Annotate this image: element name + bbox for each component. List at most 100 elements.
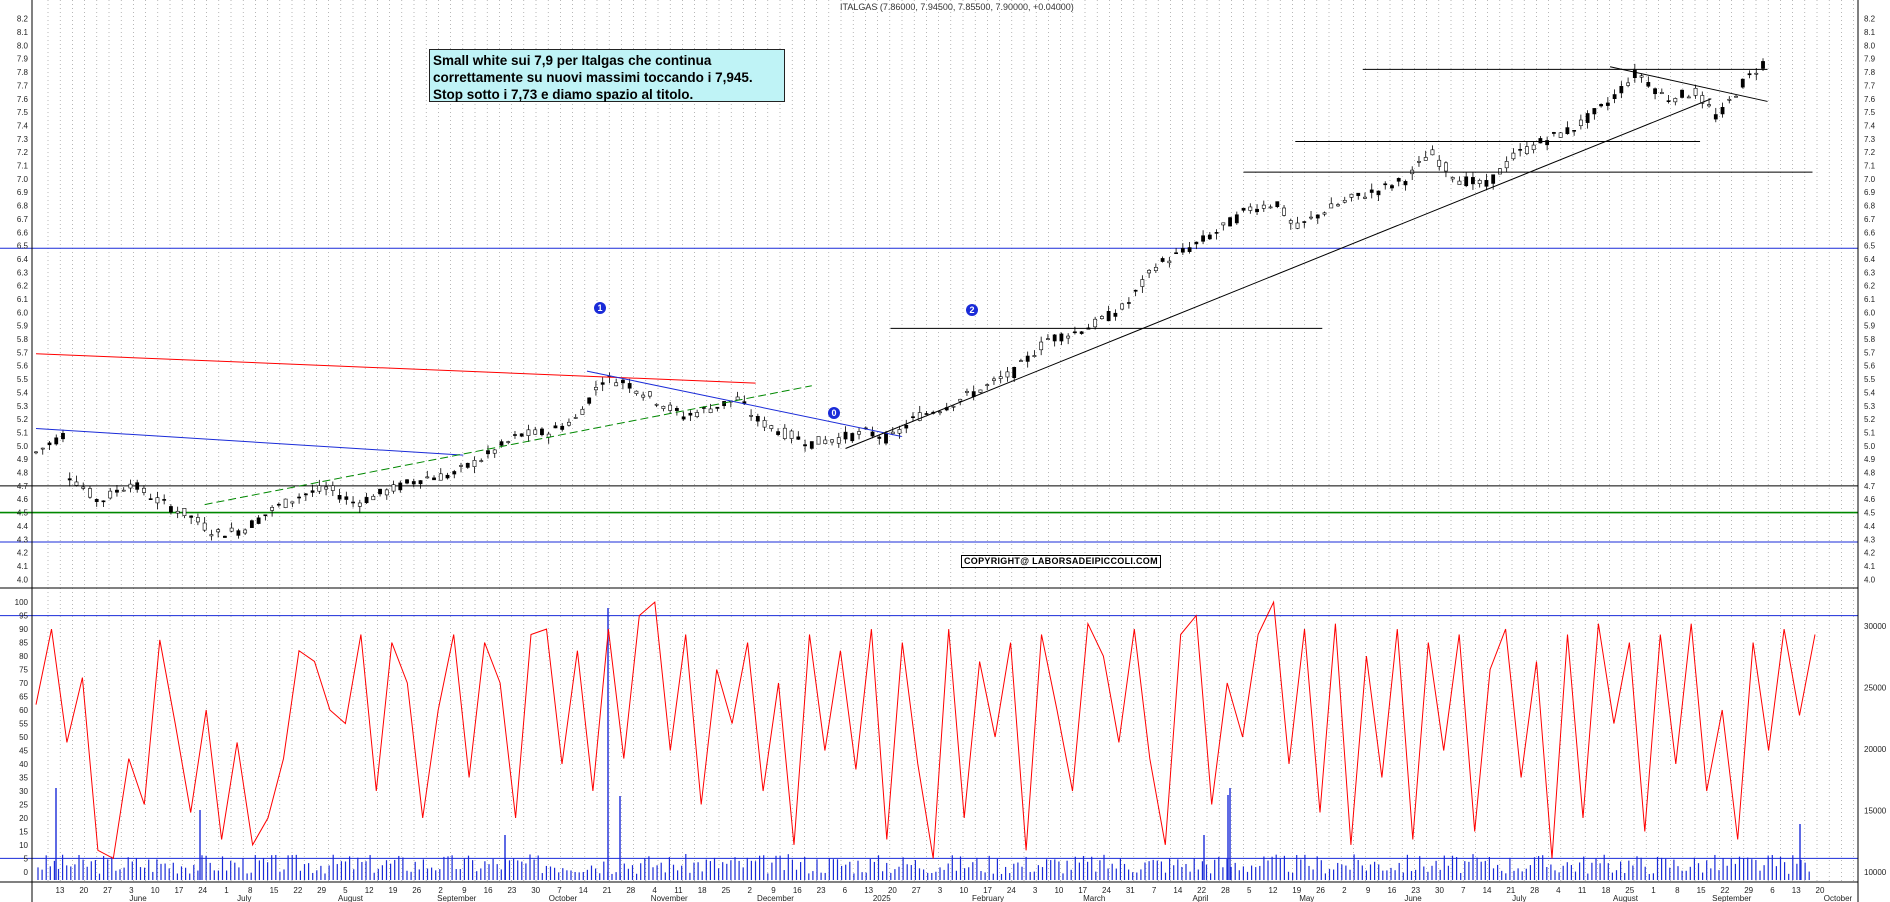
x-day-tick: 23 (817, 886, 826, 895)
candle-body (647, 391, 652, 397)
y-tick-left: 7.7 (17, 81, 29, 90)
x-day-tick: 1 (224, 886, 229, 895)
oscillator-y-tick: 45 (19, 746, 28, 755)
candle-body (884, 432, 888, 444)
price-candles (34, 58, 1765, 541)
candle-body (142, 487, 146, 493)
candle-body (256, 517, 261, 524)
y-tick-left: 5.1 (17, 428, 29, 437)
candle-body (1025, 355, 1030, 362)
oscillator-y-tick: 85 (19, 639, 28, 648)
candle-body (877, 436, 882, 439)
candle-body (371, 495, 376, 501)
candle-body (1221, 222, 1226, 226)
candle-body (1113, 312, 1118, 317)
y-tick-left: 6.7 (17, 215, 29, 224)
y-tick-left: 7.1 (17, 162, 29, 171)
y-tick-right: 5.9 (1864, 322, 1876, 331)
y-tick-left: 5.9 (17, 322, 29, 331)
x-day-tick: 23 (507, 886, 516, 895)
x-month-label: June (1404, 894, 1422, 902)
x-day-tick: 7 (1461, 886, 1466, 895)
candle-body (1578, 119, 1583, 126)
candle-body (796, 436, 801, 440)
candle-body (1403, 181, 1408, 186)
y-tick-right: 6.6 (1864, 228, 1876, 237)
x-month-label: July (237, 894, 251, 902)
x-day-tick: 11 (1578, 886, 1587, 895)
candle-body (1518, 149, 1523, 151)
candle-body (1761, 61, 1765, 69)
candle-body (425, 476, 430, 479)
candle-body (391, 484, 396, 492)
oscillator-y-tick: 80 (19, 652, 28, 661)
oscillator-y-tick: 0 (24, 868, 29, 877)
candle-body (755, 416, 760, 422)
candle-body (1160, 258, 1165, 262)
candle-body (34, 451, 38, 454)
marker-0: 0 (828, 407, 840, 419)
y-tick-right: 5.1 (1864, 428, 1876, 437)
y-tick-right: 8.2 (1864, 15, 1876, 24)
y-tick-right: 6.2 (1864, 282, 1876, 291)
y-tick-right: 7.7 (1864, 81, 1876, 90)
candle-body (1666, 100, 1671, 102)
candle-body (1430, 149, 1435, 156)
candle-body (985, 384, 990, 386)
x-day-tick: 17 (1078, 886, 1087, 895)
candle-body (904, 424, 909, 429)
oscillator (0, 600, 1858, 860)
x-month-label: December (757, 894, 794, 902)
candle-body (317, 485, 322, 492)
y-tick-right: 5.6 (1864, 362, 1876, 371)
y-tick-left: 7.9 (17, 55, 29, 64)
candle-body (492, 449, 497, 454)
candle-body (850, 433, 855, 442)
x-day-tick: 16 (793, 886, 802, 895)
y-tick-right: 8.0 (1864, 41, 1876, 50)
candle-body (61, 433, 65, 440)
candle-body (1275, 201, 1280, 208)
candle-body (1727, 98, 1732, 101)
candle-body (1612, 94, 1617, 100)
y-tick-right: 7.5 (1864, 108, 1876, 117)
candle-body (1592, 108, 1597, 115)
candle-body (1619, 85, 1624, 94)
x-day-tick: 14 (579, 886, 588, 895)
x-day-tick: 18 (698, 886, 707, 895)
x-month-label: October (1824, 894, 1853, 902)
candle-body (1106, 311, 1111, 322)
candle-body (688, 412, 693, 416)
volume-y-tick: 30000 (1864, 622, 1887, 631)
x-day-tick: 22 (1720, 886, 1729, 895)
candle-body (67, 478, 72, 481)
candle-body (1680, 89, 1684, 98)
candle-body (465, 462, 470, 468)
x-day-tick: 14 (1483, 886, 1492, 895)
y-tick-right: 7.2 (1864, 148, 1876, 157)
x-month-label: June (129, 894, 147, 902)
x-day-tick: 20 (1816, 886, 1825, 895)
x-month-label: July (1512, 894, 1526, 902)
y-tick-left: 7.5 (17, 108, 29, 117)
candle-body (330, 485, 335, 491)
candle-body (1639, 75, 1644, 78)
y-tick-left: 6.8 (17, 202, 29, 211)
candle-body (1052, 334, 1057, 342)
y-tick-left: 4.9 (17, 455, 29, 464)
candle-body (182, 508, 187, 516)
candle-body (843, 431, 848, 440)
y-tick-left: 4.0 (17, 575, 29, 584)
x-day-tick: 18 (1601, 886, 1610, 895)
y-tick-left: 6.2 (17, 282, 29, 291)
x-day-tick: 4 (652, 886, 657, 895)
candle-body (722, 401, 727, 407)
candle-body (823, 439, 828, 444)
candle-body (1255, 208, 1259, 213)
candle-body (1477, 180, 1482, 184)
x-day-tick: 13 (864, 886, 873, 895)
oscillator-y-tick: 10 (19, 841, 28, 850)
x-month-label: September (1712, 894, 1751, 902)
oscillator-y-tick: 25 (19, 800, 28, 809)
y-tick-right: 4.4 (1864, 522, 1876, 531)
